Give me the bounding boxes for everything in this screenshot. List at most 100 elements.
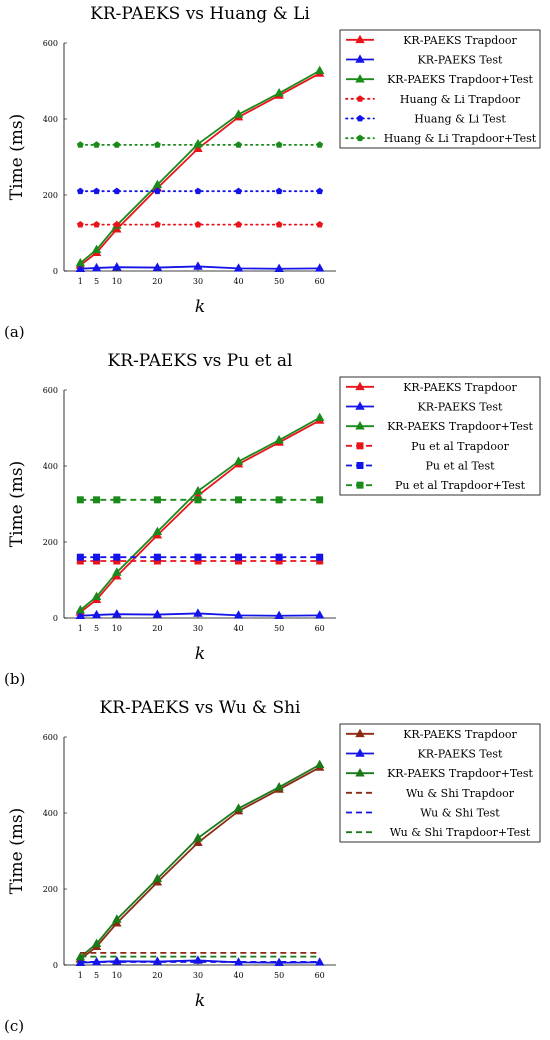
x-tick-label: 30	[193, 624, 203, 633]
series-1	[75, 415, 325, 616]
data-point	[193, 261, 203, 270]
x-tick-label: 10	[112, 624, 122, 633]
x-tick-label: 20	[152, 971, 162, 980]
legend-entry-label: Pu et al Trapdoor+Test	[395, 479, 526, 492]
data-point	[314, 610, 325, 619]
data-point	[76, 496, 84, 504]
legend-box	[339, 376, 541, 496]
data-point	[76, 221, 84, 228]
legend-swatch-marker	[356, 462, 364, 469]
y-tick-label: 0	[53, 961, 58, 970]
legend-entry-label: KR-PAEKS Trapdoor+Test	[387, 73, 533, 86]
y-tick-label: 600	[43, 386, 58, 395]
data-point	[75, 257, 86, 267]
y-tick-label: 400	[43, 115, 58, 124]
data-point	[75, 604, 86, 614]
x-tick-label: 1	[78, 971, 83, 980]
data-point	[113, 553, 121, 561]
legend-entry-label: KR-PAEKS Trapdoor+Test	[387, 420, 533, 433]
legend: KR-PAEKS Trapdoor KR-PAEKS Test KR-PAEKS T…	[339, 376, 541, 496]
legend-box	[339, 723, 541, 843]
x-tick-label: 60	[315, 971, 325, 980]
data-point	[314, 759, 325, 769]
data-point	[275, 496, 283, 504]
legend-entry-label: KR-PAEKS Trapdoor+Test	[387, 767, 533, 780]
y-axis-label: Time (ms)	[7, 114, 27, 200]
data-point	[275, 557, 283, 565]
data-point	[233, 109, 244, 118]
x-axis-label: k	[195, 644, 205, 664]
y-axis-label: Time (ms)	[7, 808, 27, 894]
data-point	[316, 187, 324, 195]
panel-label: (a)	[4, 323, 25, 341]
data-point	[194, 557, 202, 565]
legend-entry-label: KR-PAEKS Test	[418, 748, 503, 761]
legend-entry-label: KR-PAEKS Test	[418, 401, 503, 414]
series-5	[76, 187, 324, 195]
legend-entry-label: KR-PAEKS Trapdoor	[403, 34, 517, 47]
x-tick-label: 40	[233, 277, 243, 286]
data-point	[153, 187, 161, 195]
chart-title: KR-PAEKS vs Wu & Shi	[100, 698, 302, 718]
series-3	[75, 412, 325, 614]
data-point	[274, 782, 284, 791]
data-point	[112, 262, 122, 271]
y-tick-label: 600	[43, 39, 58, 48]
legend-swatch-marker	[355, 74, 365, 83]
x-tick-label: 5	[94, 277, 99, 286]
legend-entry-label: KR-PAEKS Trapdoor	[403, 381, 517, 394]
data-point	[194, 141, 202, 148]
data-point	[91, 609, 102, 619]
data-point	[194, 553, 202, 561]
legend-swatch-marker	[356, 114, 364, 122]
data-point	[152, 526, 163, 536]
data-point	[233, 610, 244, 619]
data-point	[153, 553, 161, 561]
series-6	[76, 496, 324, 504]
data-point	[113, 141, 121, 148]
data-point	[193, 832, 203, 842]
data-point	[91, 591, 102, 601]
legend-entry-label: Wu & Shi Trapdoor	[406, 787, 515, 800]
data-point	[316, 141, 324, 148]
series-3	[75, 65, 325, 267]
legend-swatch-marker	[355, 728, 365, 738]
data-point	[91, 244, 102, 254]
data-point	[113, 187, 121, 195]
data-point	[76, 557, 84, 565]
data-point	[76, 187, 84, 195]
series-line	[79, 419, 321, 614]
data-point	[76, 553, 84, 561]
legend-entry-label: Wu & Shi Trapdoor+Test	[390, 826, 531, 839]
x-tick-label: 50	[274, 277, 284, 286]
data-point	[275, 221, 283, 228]
data-point	[152, 609, 163, 618]
data-point	[235, 557, 243, 565]
data-point	[112, 567, 122, 576]
data-point	[275, 187, 283, 195]
x-tick-label: 10	[112, 277, 122, 286]
chart-title: KR-PAEKS vs Pu et al	[108, 351, 293, 371]
y-tick-label: 0	[53, 267, 58, 276]
x-tick-label: 20	[152, 624, 162, 633]
data-point	[233, 456, 244, 465]
legend-entry-label: Huang & Li Trapdoor	[400, 93, 521, 106]
x-tick-label: 60	[315, 277, 325, 286]
data-point	[93, 553, 101, 561]
data-point	[93, 221, 100, 228]
data-point	[93, 557, 101, 565]
data-point	[76, 141, 84, 148]
x-tick-label: 30	[193, 277, 203, 286]
data-point	[274, 610, 284, 620]
legend-swatch-marker	[356, 481, 364, 489]
series-line	[80, 265, 320, 270]
series-1	[75, 762, 325, 963]
chart-title: KR-PAEKS vs Huang & Li	[90, 4, 310, 24]
data-point	[193, 837, 203, 846]
x-tick-label: 40	[233, 624, 243, 633]
y-tick-label: 400	[43, 462, 58, 471]
data-point	[93, 187, 100, 195]
data-point	[153, 221, 161, 228]
data-point	[235, 553, 243, 561]
